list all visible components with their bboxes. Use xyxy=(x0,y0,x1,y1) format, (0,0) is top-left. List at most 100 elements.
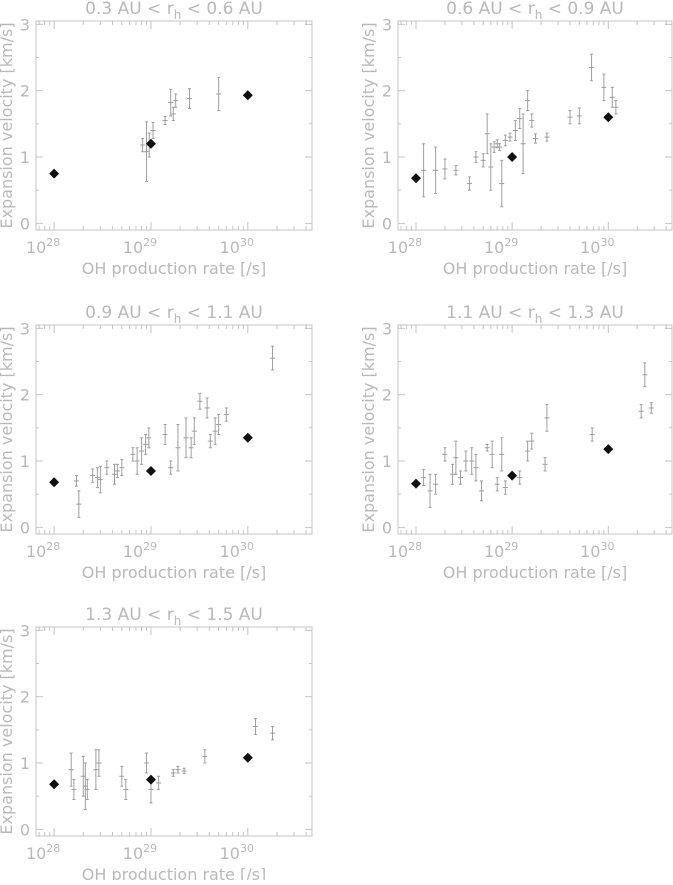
x-tick-base: 10 xyxy=(580,238,600,257)
x-tick-exp: 30 xyxy=(240,842,254,855)
data-point xyxy=(181,767,187,775)
panel-title: 0.3 AU < rh < 0.6 AU xyxy=(85,0,263,22)
y-axis-label: Expansion velocity [km/s] xyxy=(359,326,378,532)
panel-title-rest: < 1.3 AU xyxy=(542,303,624,323)
data-point xyxy=(93,749,99,791)
data-point xyxy=(463,450,469,472)
data-point xyxy=(140,137,146,153)
data-point xyxy=(76,490,82,518)
y-tick-label: 2 xyxy=(20,688,30,707)
x-tick-exp: 30 xyxy=(240,540,254,553)
x-tick-base: 10 xyxy=(123,844,143,863)
diamond-marker xyxy=(49,477,60,488)
plot-frame xyxy=(397,20,673,231)
data-point xyxy=(433,473,439,495)
data-point xyxy=(529,432,535,450)
x-tick-label: 1029 xyxy=(484,540,518,561)
data-point xyxy=(170,106,176,122)
data-point xyxy=(111,463,117,485)
data-point xyxy=(130,447,136,462)
data-point xyxy=(589,53,595,82)
data-point xyxy=(144,121,150,183)
diamond-marker xyxy=(507,470,518,481)
y-tick-label: 0 xyxy=(382,214,392,233)
panel-title-main: 1.1 AU < r xyxy=(446,303,535,323)
x-tick-exp: 28 xyxy=(46,236,60,249)
x-tick-exp: 30 xyxy=(600,236,614,249)
y-tick-label: 1 xyxy=(20,148,30,167)
panel-title-subscript: h xyxy=(174,8,182,22)
data-point xyxy=(188,437,194,459)
x-tick-label: 1030 xyxy=(220,540,254,561)
x-axis-label: OH production rate [/s] xyxy=(443,259,628,278)
x-tick-base: 10 xyxy=(484,542,504,561)
data-point xyxy=(442,158,448,180)
data-point xyxy=(544,132,550,142)
diamond-marker xyxy=(603,444,614,455)
x-tick-exp: 29 xyxy=(504,540,518,553)
data-point xyxy=(497,143,503,151)
data-point xyxy=(494,139,500,149)
diamond-marker xyxy=(242,752,253,763)
diamond-marker xyxy=(603,112,614,123)
data-point xyxy=(191,417,197,445)
data-point xyxy=(71,779,77,801)
x-tick-exp: 29 xyxy=(143,540,157,553)
data-point xyxy=(642,362,648,388)
data-point xyxy=(143,433,149,455)
x-tick-label: 1028 xyxy=(388,540,422,561)
x-tick-base: 10 xyxy=(580,542,600,561)
diamond-marker xyxy=(49,779,60,790)
plot-frame xyxy=(35,626,313,837)
data-point xyxy=(146,427,152,449)
panel-title-rest: < 1.5 AU xyxy=(181,605,263,625)
x-tick-exp: 29 xyxy=(143,236,157,249)
x-tick-exp: 28 xyxy=(408,236,422,249)
panel-title-subscript: h xyxy=(535,312,543,326)
y-tick-label: 3 xyxy=(382,319,392,338)
data-point xyxy=(525,90,531,112)
data-point xyxy=(499,159,505,208)
data-point xyxy=(488,143,494,191)
panel-title: 0.6 AU < rh < 0.9 AU xyxy=(446,0,624,22)
diamond-marker xyxy=(145,138,156,149)
data-point xyxy=(491,141,497,153)
y-tick-label: 3 xyxy=(382,15,392,34)
panel-title-rest: < 0.9 AU xyxy=(542,0,624,19)
plot-frame xyxy=(35,20,313,231)
data-point xyxy=(567,110,573,125)
data-point xyxy=(601,73,607,102)
panel-title-subscript: h xyxy=(174,614,182,628)
y-axis-label: Expansion velocity [km/s] xyxy=(0,628,16,834)
y-tick-label: 0 xyxy=(20,518,30,537)
data-point xyxy=(529,113,535,128)
x-axis-label: OH production rate [/s] xyxy=(82,865,267,880)
y-tick-label: 2 xyxy=(382,386,392,405)
data-point xyxy=(453,440,459,475)
data-point xyxy=(144,752,150,774)
x-tick-base: 10 xyxy=(26,844,46,863)
x-axis-label: OH production rate [/s] xyxy=(443,563,628,582)
x-tick-base: 10 xyxy=(220,238,240,257)
data-point xyxy=(499,437,505,472)
data-point xyxy=(638,404,644,419)
data-point xyxy=(525,440,531,462)
data-point xyxy=(457,470,463,485)
y-tick-label: 3 xyxy=(20,15,30,34)
diamond-marker xyxy=(410,478,421,489)
x-tick-label: 1028 xyxy=(26,540,60,561)
data-point xyxy=(576,107,582,125)
data-point xyxy=(119,459,125,477)
plot-frame xyxy=(397,324,673,535)
x-tick-label: 1030 xyxy=(220,236,254,257)
x-tick-label: 1029 xyxy=(123,842,157,863)
data-point xyxy=(170,769,176,777)
y-tick-label: 3 xyxy=(20,621,30,640)
x-tick-base: 10 xyxy=(220,844,240,863)
data-point xyxy=(502,134,508,147)
x-tick-base: 10 xyxy=(26,238,46,257)
panel-title-subscript: h xyxy=(174,312,182,326)
